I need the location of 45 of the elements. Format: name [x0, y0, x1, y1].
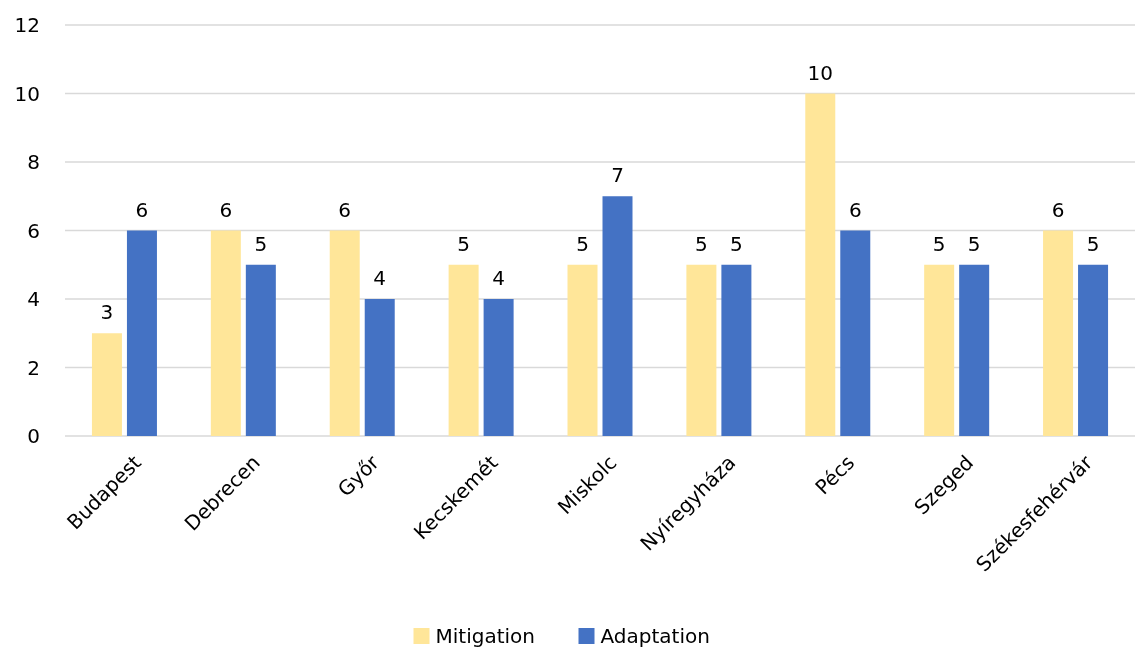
bar — [959, 264, 990, 436]
data-label: 10 — [807, 60, 833, 85]
data-label: 5 — [457, 231, 470, 256]
bar — [1078, 264, 1109, 436]
data-label: 5 — [254, 231, 268, 256]
legend-label: Mitigation — [435, 624, 535, 648]
data-label: 5 — [967, 231, 981, 256]
y-tick-label: 10 — [14, 81, 40, 106]
data-label: 4 — [492, 266, 505, 290]
y-tick-label: 0 — [27, 424, 40, 448]
data-label: 5 — [695, 231, 708, 256]
bar — [840, 230, 871, 436]
data-label: 6 — [135, 197, 149, 222]
legend-label: Adaptation — [600, 624, 710, 648]
bar — [210, 230, 241, 436]
y-tick-label: 6 — [27, 218, 40, 243]
data-label: 6 — [219, 197, 233, 222]
bar — [924, 264, 955, 436]
bar — [567, 264, 598, 436]
data-label: 5 — [1086, 231, 1100, 256]
bar — [686, 264, 717, 436]
bar — [483, 299, 514, 436]
data-label: 5 — [932, 231, 946, 256]
data-label: 5 — [576, 231, 589, 256]
data-label: 6 — [338, 197, 352, 222]
bar — [721, 264, 752, 436]
bar — [245, 264, 276, 436]
y-tick-label: 2 — [27, 355, 40, 380]
bar — [448, 264, 479, 436]
bar — [91, 333, 122, 436]
data-label: 6 — [848, 197, 862, 222]
bar — [364, 299, 395, 436]
data-label: 6 — [1051, 197, 1065, 222]
bar — [329, 230, 360, 436]
data-label: 5 — [730, 231, 743, 256]
bar — [1043, 230, 1074, 436]
y-tick-label: 4 — [27, 287, 40, 311]
y-tick-label: 12 — [14, 13, 40, 37]
data-label: 7 — [611, 163, 624, 188]
y-tick-label: 8 — [27, 150, 40, 174]
bar — [602, 196, 633, 436]
data-label: 4 — [373, 266, 387, 290]
bar — [126, 230, 157, 436]
data-label: 3 — [100, 300, 114, 325]
bar — [805, 93, 836, 436]
